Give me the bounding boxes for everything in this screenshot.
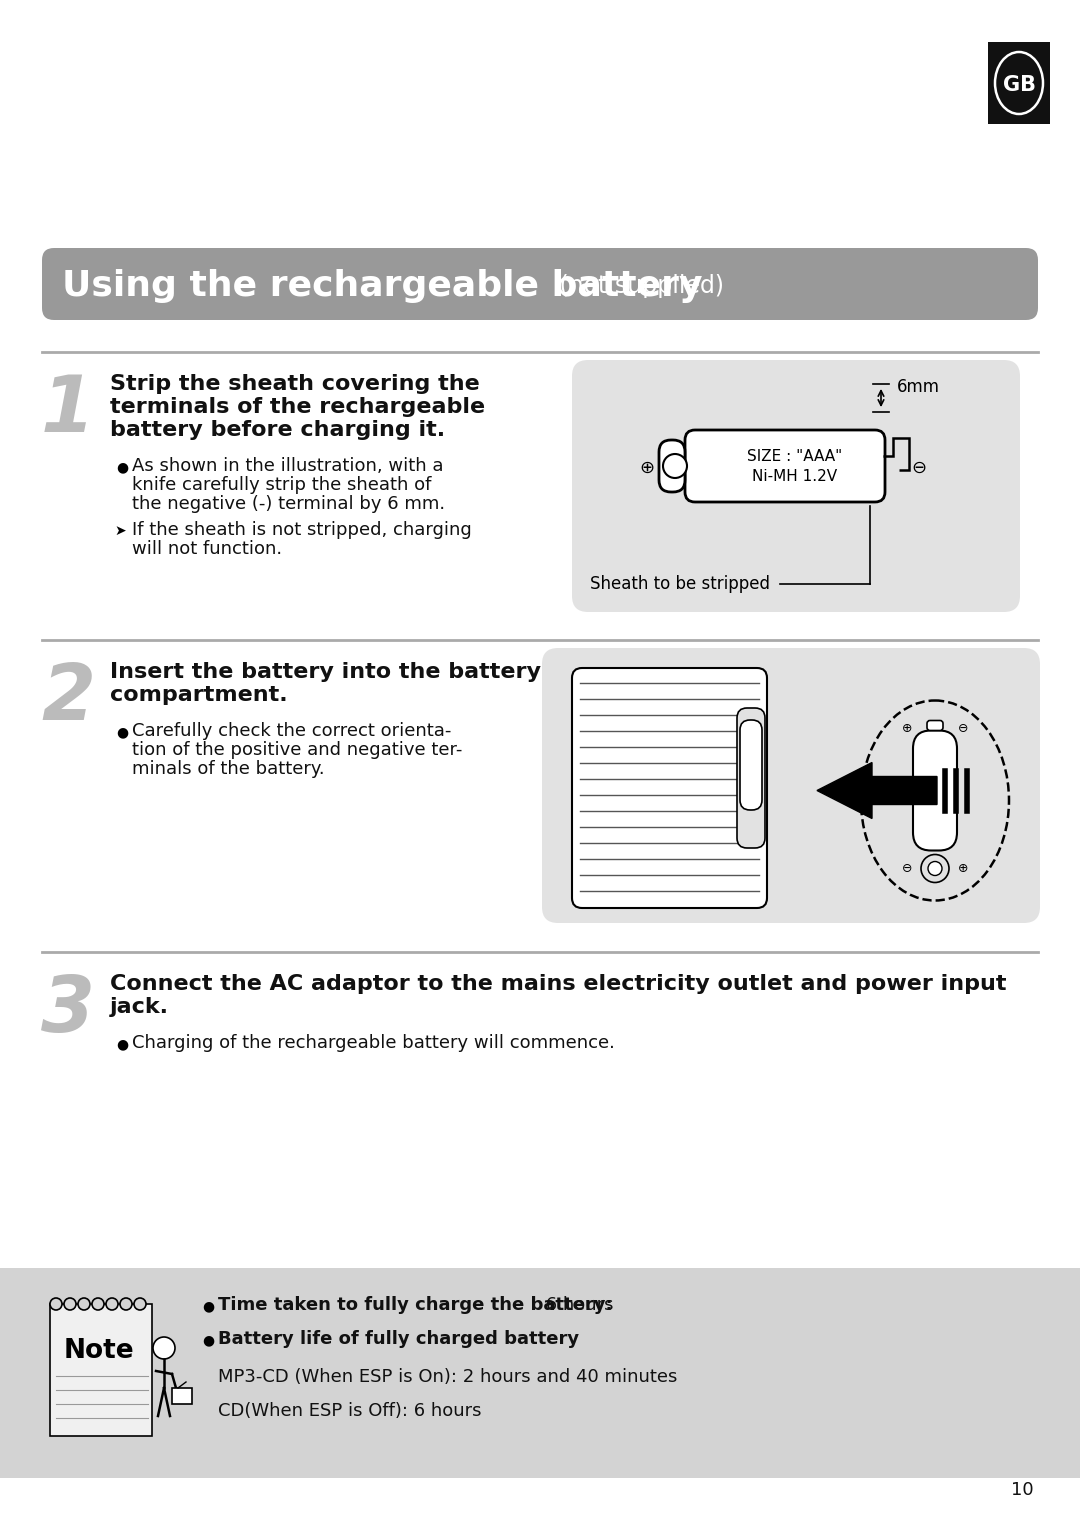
Circle shape bbox=[921, 854, 949, 882]
Circle shape bbox=[78, 1298, 90, 1310]
Text: ●: ● bbox=[202, 1333, 214, 1346]
Text: Ni-MH 1.2V: Ni-MH 1.2V bbox=[753, 469, 838, 483]
FancyBboxPatch shape bbox=[913, 731, 957, 850]
Text: knife carefully strip the sheath of: knife carefully strip the sheath of bbox=[132, 477, 431, 493]
Circle shape bbox=[134, 1298, 146, 1310]
FancyBboxPatch shape bbox=[572, 669, 767, 908]
Text: Using the rechargeable battery: Using the rechargeable battery bbox=[62, 270, 702, 303]
Circle shape bbox=[106, 1298, 118, 1310]
Text: terminals of the rechargeable: terminals of the rechargeable bbox=[110, 398, 485, 417]
Text: will not function.: will not function. bbox=[132, 541, 282, 557]
FancyBboxPatch shape bbox=[42, 248, 1038, 320]
Text: ⊖: ⊖ bbox=[902, 862, 913, 876]
Text: ●: ● bbox=[116, 460, 129, 474]
Text: Carefully check the correct orienta-: Carefully check the correct orienta- bbox=[132, 722, 451, 740]
Text: ⊖: ⊖ bbox=[958, 722, 969, 736]
FancyBboxPatch shape bbox=[740, 720, 762, 810]
Text: ●: ● bbox=[116, 1037, 129, 1051]
Text: Strip the sheath covering the: Strip the sheath covering the bbox=[110, 375, 480, 394]
Text: 3: 3 bbox=[41, 972, 95, 1048]
Bar bbox=[172, 1387, 192, 1404]
Text: 6mm: 6mm bbox=[897, 378, 940, 396]
Circle shape bbox=[153, 1337, 175, 1359]
Text: compartment.: compartment. bbox=[110, 685, 287, 705]
Polygon shape bbox=[816, 763, 937, 818]
Text: Charging of the rechargeable battery will commence.: Charging of the rechargeable battery wil… bbox=[132, 1034, 615, 1052]
Circle shape bbox=[663, 454, 687, 478]
Text: 2: 2 bbox=[41, 659, 95, 736]
FancyBboxPatch shape bbox=[572, 359, 1020, 612]
Text: As shown in the illustration, with a: As shown in the illustration, with a bbox=[132, 457, 444, 475]
Text: ●: ● bbox=[202, 1299, 214, 1313]
Text: CD(When ESP is Off): 6 hours: CD(When ESP is Off): 6 hours bbox=[218, 1403, 482, 1419]
Text: ⊕: ⊕ bbox=[902, 722, 913, 736]
Text: minals of the battery.: minals of the battery. bbox=[132, 760, 325, 778]
FancyBboxPatch shape bbox=[50, 1304, 152, 1436]
Text: Connect the AC adaptor to the mains electricity outlet and power input: Connect the AC adaptor to the mains elec… bbox=[110, 975, 1007, 995]
Circle shape bbox=[50, 1298, 62, 1310]
Circle shape bbox=[120, 1298, 132, 1310]
Text: tion of the positive and negative ter-: tion of the positive and negative ter- bbox=[132, 742, 462, 758]
FancyBboxPatch shape bbox=[737, 708, 765, 848]
Text: Battery life of fully charged battery: Battery life of fully charged battery bbox=[218, 1330, 579, 1348]
Text: the negative (-) terminal by 6 mm.: the negative (-) terminal by 6 mm. bbox=[132, 495, 445, 513]
Text: (not supplied): (not supplied) bbox=[552, 274, 724, 299]
Text: Sheath to be stripped: Sheath to be stripped bbox=[590, 576, 770, 592]
Text: MP3-CD (When ESP is On): 2 hours and 40 minutes: MP3-CD (When ESP is On): 2 hours and 40 … bbox=[218, 1368, 677, 1386]
Text: battery before charging it.: battery before charging it. bbox=[110, 420, 445, 440]
Circle shape bbox=[928, 862, 942, 876]
Text: Insert the battery into the battery: Insert the battery into the battery bbox=[110, 663, 541, 682]
Text: Note: Note bbox=[64, 1339, 134, 1365]
FancyBboxPatch shape bbox=[927, 720, 943, 731]
Circle shape bbox=[92, 1298, 104, 1310]
Text: 6 hours: 6 hours bbox=[540, 1296, 613, 1314]
Text: If the sheath is not stripped, charging: If the sheath is not stripped, charging bbox=[132, 521, 472, 539]
Text: Time taken to fully charge the battery:: Time taken to fully charge the battery: bbox=[218, 1296, 612, 1314]
Text: ➤: ➤ bbox=[114, 524, 125, 538]
Text: ⊕: ⊕ bbox=[958, 862, 969, 876]
Text: ⊕: ⊕ bbox=[639, 458, 654, 477]
Text: 1: 1 bbox=[41, 372, 95, 448]
Circle shape bbox=[64, 1298, 76, 1310]
FancyBboxPatch shape bbox=[542, 647, 1040, 923]
Text: jack.: jack. bbox=[110, 998, 168, 1017]
Bar bbox=[0, 1269, 1080, 1477]
Text: ●: ● bbox=[116, 725, 129, 739]
FancyBboxPatch shape bbox=[685, 429, 885, 503]
Text: SIZE : "AAA": SIZE : "AAA" bbox=[747, 448, 842, 463]
FancyBboxPatch shape bbox=[988, 43, 1050, 123]
Text: ⊖: ⊖ bbox=[912, 458, 927, 477]
Text: 10: 10 bbox=[1011, 1480, 1034, 1499]
Text: GB: GB bbox=[1002, 75, 1036, 94]
FancyBboxPatch shape bbox=[659, 440, 685, 492]
